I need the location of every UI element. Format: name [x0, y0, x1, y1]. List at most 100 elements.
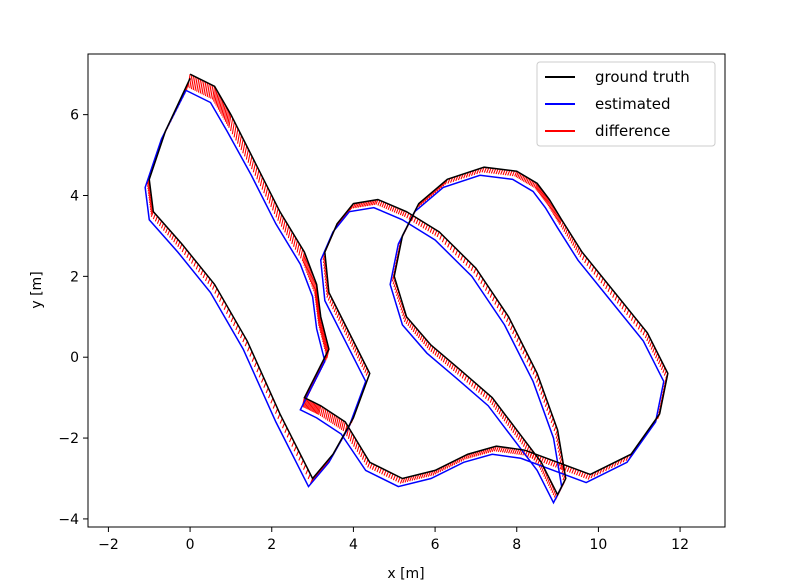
difference-segment: [371, 464, 375, 470]
difference-segment: [217, 96, 221, 110]
difference-segment: [470, 381, 475, 387]
difference-segment: [452, 365, 457, 372]
difference-segment: [158, 220, 163, 227]
difference-segment: [311, 402, 315, 412]
difference-segment: [399, 478, 403, 484]
difference-segment: [498, 306, 503, 312]
difference-segment: [397, 208, 401, 215]
difference-segment: [305, 399, 309, 409]
difference-segment: [268, 194, 272, 204]
difference-segment: [473, 268, 477, 274]
difference-segment: [521, 439, 525, 445]
difference-segment: [211, 86, 216, 100]
difference-segment: [305, 261, 309, 271]
difference-segment: [333, 415, 338, 426]
difference-segment: [224, 108, 228, 122]
difference-segment: [545, 197, 549, 203]
difference-segment: [498, 408, 502, 415]
difference-segment: [568, 467, 573, 473]
difference-segment: [312, 402, 316, 413]
difference-segment: [417, 220, 422, 226]
difference-segment: [483, 167, 487, 173]
difference-segment: [421, 336, 425, 343]
difference-segment: [525, 177, 529, 184]
difference-segment: [286, 225, 290, 236]
difference-segment: [208, 84, 212, 98]
difference-segment: [484, 285, 489, 291]
difference-segment: [378, 467, 382, 474]
difference-segment: [517, 434, 521, 440]
difference-segment: [354, 441, 359, 450]
difference-segment: [266, 190, 270, 201]
difference-segment: [356, 444, 360, 452]
difference-segment: [640, 326, 644, 333]
difference-segment: [543, 457, 547, 464]
difference-segment: [462, 257, 466, 264]
difference-segment: [585, 473, 589, 479]
difference-segment: [349, 433, 353, 442]
difference-segment: [512, 427, 516, 433]
difference-segment: [300, 249, 304, 259]
difference-segment: [477, 387, 482, 393]
difference-segment: [426, 342, 430, 349]
difference-segment: [439, 234, 443, 240]
difference-segment: [461, 373, 465, 379]
difference-segment: [220, 100, 224, 114]
difference-segment: [156, 218, 160, 224]
difference-segment: [280, 217, 284, 227]
difference-segment: [527, 178, 531, 185]
difference-segment: [494, 299, 498, 305]
difference-segment: [315, 404, 319, 414]
difference-segment: [395, 475, 399, 482]
difference-segment: [330, 413, 334, 424]
difference-segment: [284, 223, 288, 233]
difference-segment: [444, 358, 448, 365]
difference-segment: [247, 152, 251, 163]
y-axis-label: y [m]: [29, 271, 45, 308]
difference-segment: [202, 272, 206, 279]
difference-segment: [457, 252, 461, 258]
difference-segment: [354, 202, 358, 209]
difference-segment: [538, 188, 543, 195]
difference-segment: [417, 332, 422, 339]
difference-segment: [160, 223, 165, 229]
difference-segment: [361, 453, 366, 460]
difference-segment: [434, 350, 438, 356]
difference-segment: [227, 112, 231, 126]
difference-segment: [177, 241, 181, 247]
difference-segment: [522, 441, 527, 447]
difference-segment: [381, 201, 385, 208]
difference-segment: [486, 167, 490, 174]
difference-segment: [427, 225, 431, 232]
difference-segment: [392, 474, 396, 481]
difference-segment: [413, 217, 417, 223]
difference-segment: [475, 385, 479, 391]
difference-segment: [510, 425, 514, 431]
difference-segment: [210, 85, 214, 99]
difference-segment: [388, 472, 392, 479]
difference-segment: [231, 121, 235, 135]
difference-segment: [209, 281, 213, 287]
difference-segment: [197, 79, 202, 93]
difference-segment: [313, 403, 317, 413]
difference-segment: [436, 351, 440, 358]
difference-segment: [214, 90, 218, 104]
difference-segment: [403, 211, 408, 217]
difference-segment: [365, 459, 369, 466]
difference-segment: [308, 270, 312, 280]
difference-segment: [240, 138, 244, 151]
difference-segment: [203, 81, 207, 96]
difference-segment: [230, 118, 234, 132]
difference-segment: [361, 201, 365, 208]
estimated-line: [144, 89, 665, 505]
difference-segment: [503, 447, 508, 453]
difference-segment: [238, 135, 242, 147]
difference-segment: [542, 193, 546, 200]
difference-segment: [325, 410, 329, 420]
difference-segment: [385, 471, 389, 477]
difference-segment: [397, 477, 401, 483]
difference-segment: [294, 240, 298, 250]
difference-segment: [169, 232, 173, 238]
legend: ground truth estimated difference: [536, 61, 716, 147]
difference-segment: [497, 169, 501, 175]
